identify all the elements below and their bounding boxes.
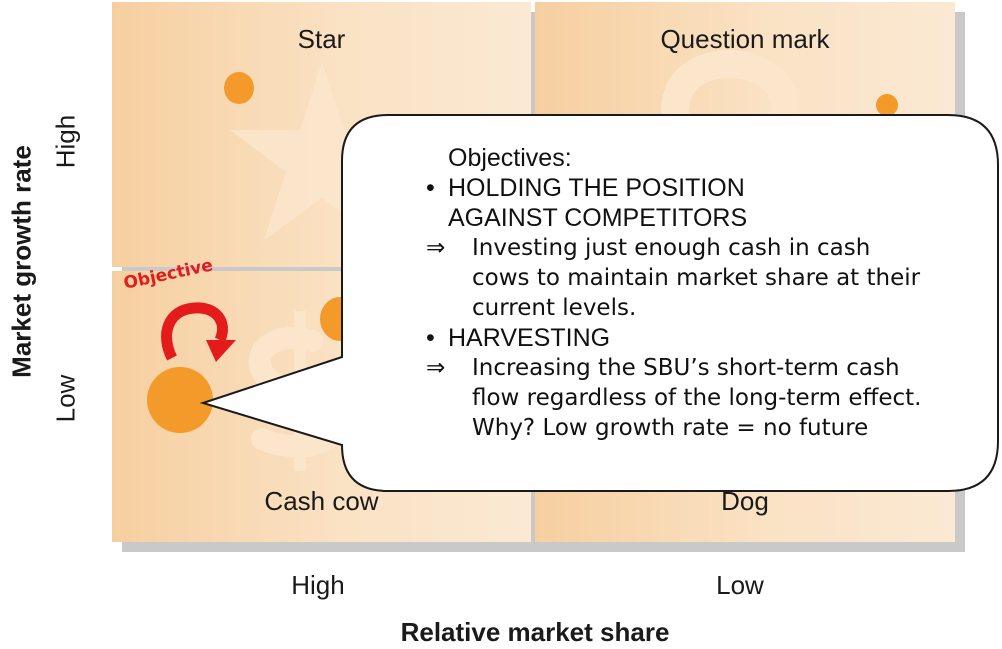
callout-item1-detail-line3: current levels.: [472, 295, 637, 321]
callout-item1-detail: ⇒ Investing just enough cash in cash: [410, 233, 980, 263]
callout-heading: Objectives:: [448, 144, 572, 172]
star-bubble: [224, 72, 254, 104]
bullet-icon: •: [426, 174, 435, 202]
objective-arrow-icon: [161, 302, 236, 362]
question-mark-bubble: [876, 94, 898, 116]
x-axis-high-label: High: [291, 570, 345, 600]
cash-cow-bubble-large: [147, 367, 213, 433]
implies-arrow-icon: ⇒: [426, 235, 446, 261]
quadrant-label-star: Star: [297, 24, 346, 54]
callout-item2-title: • HARVESTING: [410, 323, 980, 353]
bullet-icon: •: [426, 324, 435, 352]
y-axis-low-label: Low: [50, 374, 81, 423]
callout-item1-line1: HOLDING THE POSITION: [448, 174, 745, 202]
callout-item2-detail: ⇒ Increasing the SBU’s short-term cash: [410, 353, 980, 383]
callout-item2-detail-line2: flow regardless of the long-term effect.: [472, 385, 922, 411]
callout-item2-detail-line3: Why? Low growth rate = no future: [472, 415, 869, 441]
y-axis-title: Market growth rate: [6, 145, 37, 378]
x-axis-title: Relative market share: [400, 617, 670, 647]
callout-text: Objectives: • HOLDING THE POSITION AGAIN…: [410, 143, 980, 443]
star-watermark-icon: [230, 62, 414, 240]
quadrant-label-cash-cow: Cash cow: [264, 486, 379, 516]
callout-item1-detail-line1: Investing just enough cash in cash: [472, 235, 871, 261]
callout-item1-line2: AGAINST COMPETITORS: [448, 204, 748, 232]
callout-item1-detail-line2: cows to maintain market share at their: [472, 265, 921, 291]
quadrant-label-question-mark: Question mark: [660, 24, 830, 54]
callout-item1-title: • HOLDING THE POSITION: [410, 173, 980, 203]
x-axis-low-label: Low: [716, 570, 764, 600]
implies-arrow-icon: ⇒: [426, 355, 446, 381]
callout-item2-detail-line1: Increasing the SBU’s short-term cash: [472, 355, 900, 381]
y-axis-high-label: High: [50, 114, 81, 169]
callout-item2-line1: HARVESTING: [448, 324, 611, 352]
